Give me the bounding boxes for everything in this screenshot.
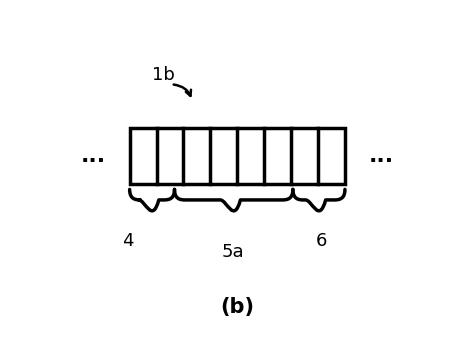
Text: 4: 4	[122, 232, 134, 250]
Bar	[130, 128, 345, 184]
Text: (b): (b)	[220, 297, 254, 317]
Text: ...: ...	[81, 146, 106, 166]
Text: 1b: 1b	[152, 66, 175, 83]
Text: 6: 6	[316, 232, 327, 250]
Text: 5a: 5a	[221, 244, 244, 261]
Text: ...: ...	[368, 146, 394, 166]
